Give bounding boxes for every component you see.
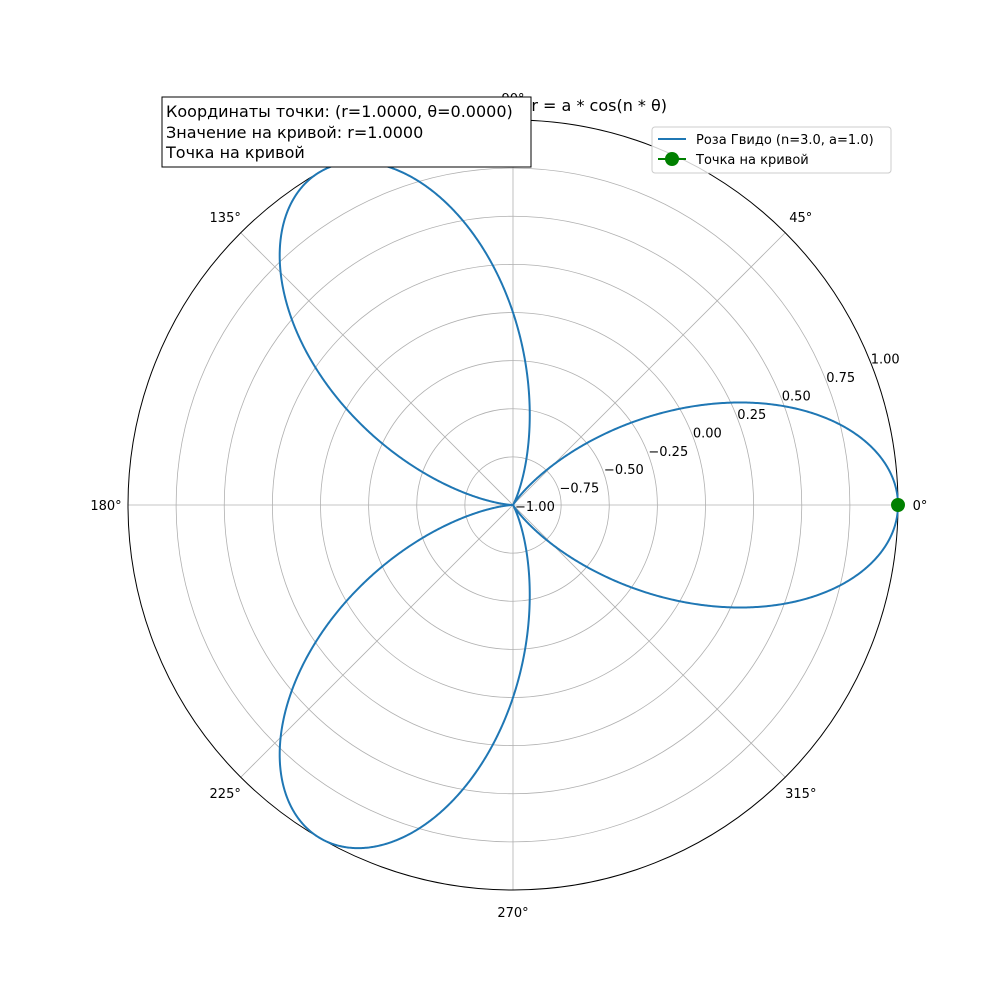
legend-marker-point xyxy=(665,152,679,166)
legend-label-point: Точка на кривой xyxy=(695,153,809,168)
r-tick-label: 0.25 xyxy=(737,408,766,423)
theta-tick-label: 45° xyxy=(789,211,812,226)
r-tick-label: −0.25 xyxy=(648,445,688,460)
legend: Роза Гвидо (n=3.0, a=1.0) Точка на криво… xyxy=(651,126,892,174)
info-coordinates-text: Координаты точки: (r=1.0000, θ=0.0000) xyxy=(166,102,513,121)
theta-gridline xyxy=(240,232,514,506)
theta-gridline xyxy=(240,504,514,778)
curve-point-marker xyxy=(891,498,905,512)
info-box: Координаты точки: (r=1.0000, θ=0.0000) З… xyxy=(161,96,532,168)
r-tick-label: −1.00 xyxy=(515,500,555,515)
r-tick-labels: −1.00 −0.75 −0.50 −0.25 0.00 0.25 0.50 0.75 1.00 xyxy=(515,353,900,515)
theta-tick-label: 315° xyxy=(785,787,816,802)
r-tick-label: 0.75 xyxy=(826,371,855,386)
r-tick-label: −0.50 xyxy=(604,463,644,478)
info-box-frame xyxy=(161,96,532,168)
r-tick-label: 0.00 xyxy=(693,426,722,441)
theta-tick-label: 270° xyxy=(497,906,528,921)
theta-gridline xyxy=(512,232,786,506)
r-tick-label: −0.75 xyxy=(559,482,599,497)
theta-tick-label: 0° xyxy=(913,499,928,514)
info-status-text: Точка на кривой xyxy=(165,143,305,162)
r-tick-label: 0.50 xyxy=(782,390,811,405)
legend-frame xyxy=(651,126,892,174)
rose-curve-line xyxy=(278,160,899,850)
r-tick-label: 1.00 xyxy=(871,353,900,368)
legend-label-rose: Роза Гвидо (n=3.0, a=1.0) xyxy=(696,133,874,148)
info-value-text: Значение на кривой: r=1.0000 xyxy=(166,123,423,142)
theta-gridline xyxy=(512,504,786,778)
theta-tick-label: 225° xyxy=(210,787,241,802)
series-layer xyxy=(278,160,905,850)
theta-tick-label: 180° xyxy=(90,499,121,514)
theta-tick-label: 135° xyxy=(210,211,241,226)
